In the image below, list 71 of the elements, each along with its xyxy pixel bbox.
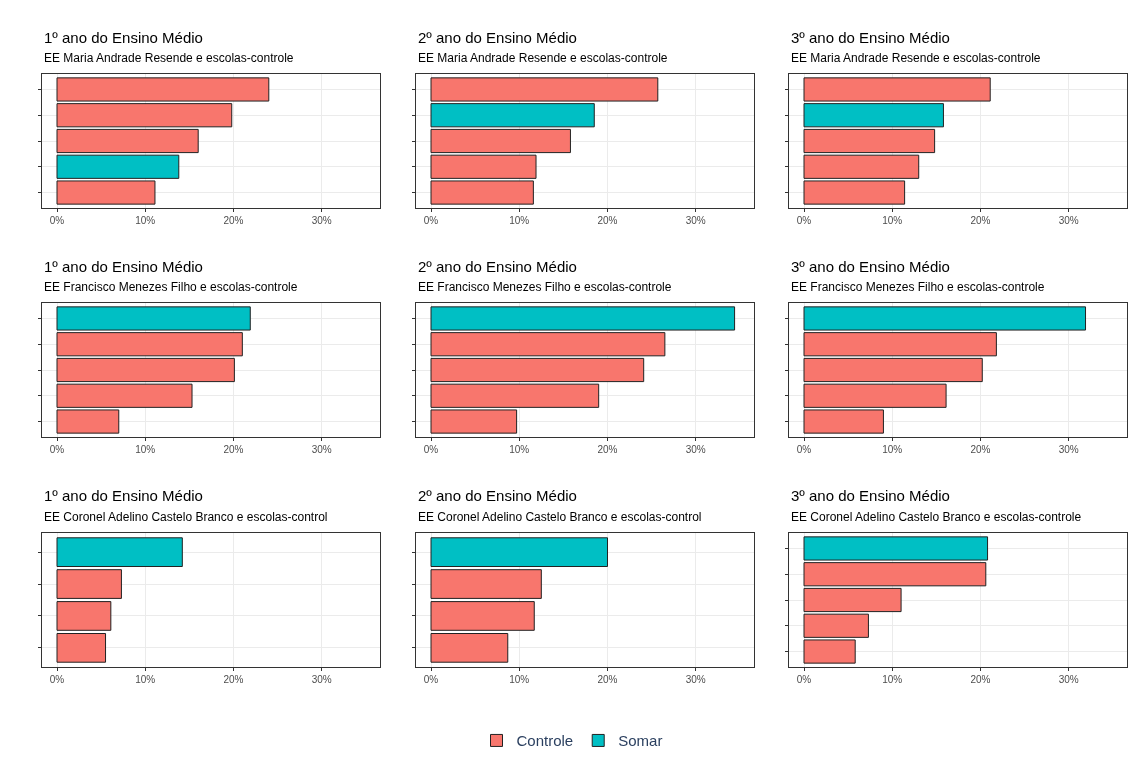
x-tick-label: 30% <box>685 444 706 455</box>
legend-label: Somar <box>618 732 663 750</box>
chart-title: 1º ano do Ensino Médio <box>44 258 203 275</box>
chart-title: 3º ano do Ensino Médio <box>791 487 950 504</box>
x-tick-label: 10% <box>882 444 903 455</box>
chart-subtitle: EE Francisco Menezes Filho e escolas-controle <box>791 280 1045 294</box>
bar <box>430 633 509 663</box>
chart-subtitle: EE Coronel Adelino Castelo Branco e escolas-control <box>418 510 702 524</box>
chart-subtitle: EE Maria Andrade Resende e escolas-controle <box>44 51 294 65</box>
bar <box>56 633 107 663</box>
x-tick-label: 30% <box>311 674 332 685</box>
chart-title: 1º ano do Ensino Médio <box>44 487 203 504</box>
x-tick-label: 30% <box>1058 674 1079 685</box>
chart-subtitle: EE Coronel Adelino Castelo Branco e escolas-controle <box>791 510 1082 524</box>
chart-title: 3º ano do Ensino Médio <box>791 29 950 46</box>
chart-title: 1º ano do Ensino Médio <box>44 29 203 46</box>
bar <box>56 569 122 599</box>
bar <box>56 357 235 383</box>
x-tick-label: 30% <box>685 215 706 226</box>
x-tick-label: 10% <box>135 215 156 226</box>
x-tick-label: 10% <box>509 215 530 226</box>
x-tick-label: 20% <box>970 215 991 226</box>
x-tick-label: 10% <box>509 444 530 455</box>
bar <box>430 569 542 599</box>
bar <box>56 128 199 154</box>
x-tick-label: 20% <box>970 444 991 455</box>
x-tick-label: 0% <box>423 444 439 455</box>
bar <box>56 537 183 567</box>
chart-subtitle: EE Francisco Menezes Filho e escolas-controle <box>418 280 672 294</box>
chart-subtitle: EE Maria Andrade Resende e escolas-controle <box>791 51 1041 65</box>
bar <box>430 601 535 631</box>
x-tick-label: 20% <box>597 674 618 685</box>
x-tick-label: 20% <box>970 674 991 685</box>
x-tick-label: 0% <box>423 215 439 226</box>
x-tick-label: 20% <box>597 215 618 226</box>
x-tick-label: 0% <box>423 674 439 685</box>
x-tick-label: 10% <box>882 215 903 226</box>
x-tick-label: 20% <box>223 215 244 226</box>
x-tick-label: 20% <box>597 444 618 455</box>
legend-label: Controle <box>516 732 574 750</box>
chart-title: 2º ano do Ensino Médio <box>418 258 577 275</box>
x-tick-label: 30% <box>685 674 706 685</box>
x-tick-label: 10% <box>135 444 156 455</box>
x-tick-label: 20% <box>223 444 244 455</box>
x-tick-label: 10% <box>509 674 530 685</box>
x-tick-label: 0% <box>49 444 65 455</box>
chart-title: 3º ano do Ensino Médio <box>791 258 950 275</box>
bar <box>430 537 608 567</box>
x-tick-label: 30% <box>311 215 332 226</box>
x-tick-label: 10% <box>135 674 156 685</box>
bar <box>803 587 902 613</box>
chart-subtitle: EE Francisco Menezes Filho e escolas-controle <box>44 280 298 294</box>
x-tick-label: 30% <box>311 444 332 455</box>
x-tick-label: 30% <box>1058 215 1079 226</box>
x-tick-label: 10% <box>882 674 903 685</box>
chart-title: 2º ano do Ensino Médio <box>418 29 577 46</box>
x-tick-label: 0% <box>796 674 812 685</box>
x-tick-label: 0% <box>49 674 65 685</box>
x-tick-label: 0% <box>796 444 812 455</box>
bar <box>430 128 571 154</box>
x-tick-label: 0% <box>796 215 812 226</box>
chart-title: 2º ano do Ensino Médio <box>418 487 577 504</box>
x-tick-label: 20% <box>223 674 244 685</box>
chart-subtitle: EE Coronel Adelino Castelo Branco e escolas-control <box>44 510 328 524</box>
bar <box>56 601 112 631</box>
bar <box>803 128 936 154</box>
x-tick-label: 30% <box>1058 444 1079 455</box>
bar <box>430 357 645 383</box>
x-tick-label: 0% <box>49 215 65 226</box>
chart-subtitle: EE Maria Andrade Resende e escolas-controle <box>418 51 668 65</box>
bar <box>803 357 983 383</box>
